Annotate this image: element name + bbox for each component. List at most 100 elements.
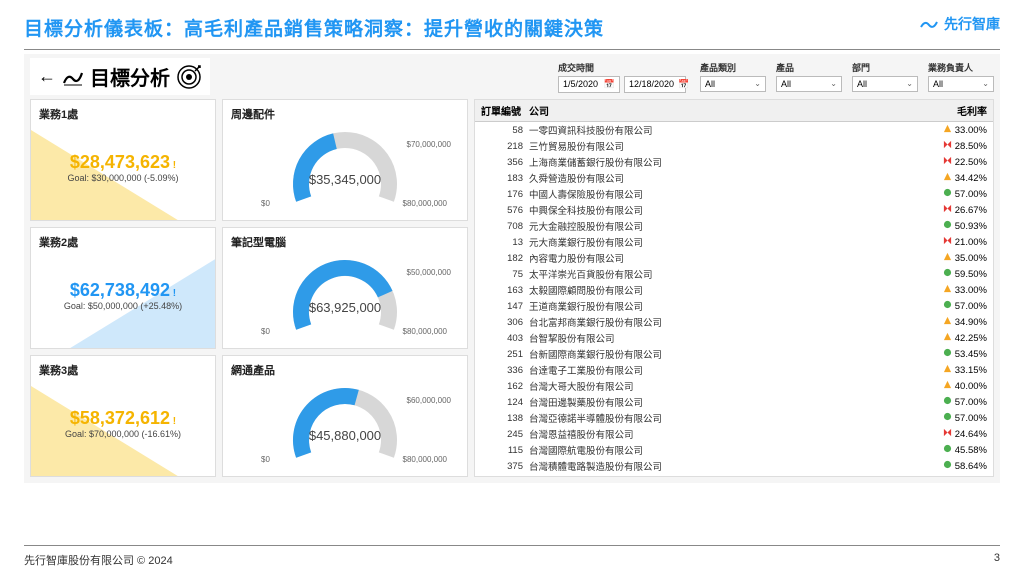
filter-select-0[interactable]: All⌄	[700, 76, 766, 92]
table-row[interactable]: 162 台灣大哥大股份有限公司 40.00%	[475, 378, 993, 394]
table-row[interactable]: 13 元大商業銀行股份有限公司 21.00%	[475, 234, 993, 250]
gauge-max-label: $80,000,000	[403, 199, 448, 208]
date-to-input[interactable]: 12/18/2020📅	[624, 76, 686, 93]
indicator-icon	[943, 220, 952, 232]
table-row[interactable]: 183 久舜營造股份有限公司 34.42%	[475, 170, 993, 186]
cell-company: 太毅國際顧問股份有限公司	[529, 283, 917, 297]
cell-id: 403	[481, 333, 529, 344]
indicator-icon	[943, 444, 952, 456]
cell-margin: 40.00%	[917, 380, 987, 392]
filter-select-2[interactable]: All⌄	[852, 76, 918, 92]
cell-id: 183	[481, 173, 529, 184]
cell-margin: 53.45%	[917, 348, 987, 360]
cell-company: 久舜營造股份有限公司	[529, 171, 917, 185]
gauge-title: 筆記型電腦	[231, 234, 459, 250]
gauge-min-label: $0	[261, 327, 270, 336]
cell-id: 182	[481, 253, 529, 264]
cell-id: 218	[481, 141, 529, 152]
indicator-icon	[943, 252, 952, 264]
cell-margin: 22.50%	[917, 156, 987, 168]
table-row[interactable]: 336 台達電子工業股份有限公司 33.15%	[475, 362, 993, 378]
cell-margin: 45.58%	[917, 444, 987, 456]
table-row[interactable]: 218 三竹貿易股份有限公司 28.50%	[475, 138, 993, 154]
target-icon	[176, 64, 202, 90]
gauge-value: $35,345,000	[231, 172, 459, 187]
cell-margin: 26.67%	[917, 204, 987, 216]
cell-company: 中國人壽保險股份有限公司	[529, 187, 917, 201]
date-from-input[interactable]: 1/5/2020📅	[558, 76, 620, 93]
cell-id: 162	[481, 381, 529, 392]
cell-company: 三竹貿易股份有限公司	[529, 139, 917, 153]
filter-label-3: 業務負責人	[928, 61, 994, 74]
cell-margin: 59.50%	[917, 268, 987, 280]
cell-margin: 34.42%	[917, 172, 987, 184]
table-row[interactable]: 576 中興保全科技股份有限公司 26.67%	[475, 202, 993, 218]
calendar-icon: 📅	[678, 79, 689, 90]
chevron-down-icon: ⌄	[830, 79, 837, 88]
table-row[interactable]: 182 內容電力股份有限公司 35.00%	[475, 250, 993, 266]
table-row[interactable]: 163 太毅國際顧問股份有限公司 33.00%	[475, 282, 993, 298]
gauge-card-0[interactable]: 周邊配件 $35,345,000 $0 $70,000,000 $80,000,…	[222, 99, 468, 221]
cell-margin: 28.50%	[917, 140, 987, 152]
kpi-card-2[interactable]: 業務3處 $58,372,612 ! Goal: $70,000,000 (-1…	[30, 355, 216, 477]
table-row[interactable]: 245 台灣恩益禧股份有限公司 24.64%	[475, 426, 993, 442]
cell-company: 一零四資訊科技股份有限公司	[529, 123, 917, 137]
table-row[interactable]: 75 太平洋崇光百貨股份有限公司 59.50%	[475, 266, 993, 282]
gauge-card-2[interactable]: 網通產品 $45,880,000 $0 $60,000,000 $80,000,…	[222, 355, 468, 477]
cell-margin: 35.00%	[917, 252, 987, 264]
indicator-icon	[943, 316, 952, 328]
footer-divider	[24, 545, 1000, 546]
cell-id: 147	[481, 301, 529, 312]
indicator-icon	[943, 300, 952, 312]
col-order-id: 訂單編號	[481, 103, 529, 118]
cell-id: 176	[481, 189, 529, 200]
logo-icon	[62, 67, 84, 87]
chevron-down-icon: ⌄	[906, 79, 913, 88]
indicator-icon	[943, 284, 952, 296]
cell-margin: 58.64%	[917, 460, 987, 472]
indicator-icon	[943, 428, 952, 440]
cell-id: 576	[481, 205, 529, 216]
table-row[interactable]: 138 台灣亞德諾半導體股份有限公司 57.00%	[475, 410, 993, 426]
page-number: 3	[994, 552, 1000, 568]
cell-company: 台北富邦商業銀行股份有限公司	[529, 315, 917, 329]
table-row[interactable]: 356 上海商業儲蓄銀行股份有限公司 22.50%	[475, 154, 993, 170]
table-row[interactable]: 124 台灣田邊製藥股份有限公司 57.00%	[475, 394, 993, 410]
indicator-icon	[943, 460, 952, 472]
table-row[interactable]: 306 台北富邦商業銀行股份有限公司 34.90%	[475, 314, 993, 330]
cell-margin: 57.00%	[917, 412, 987, 424]
cell-id: 356	[481, 157, 529, 168]
dashboard-panel: ← 目標分析 成交時間 1/5/2020📅 12/18/2020📅 產品類別 A…	[24, 54, 1000, 483]
cell-company: 台灣國際航電股份有限公司	[529, 443, 917, 457]
cell-company: 台灣亞德諾半導體股份有限公司	[529, 411, 917, 425]
page-title: 目標分析儀表板：高毛利產品銷售策略洞察：提升營收的關鍵決策	[24, 14, 604, 41]
table-row[interactable]: 147 王道商業銀行股份有限公司 57.00%	[475, 298, 993, 314]
col-company: 公司	[529, 103, 917, 118]
gauge-card-1[interactable]: 筆記型電腦 $63,925,000 $0 $50,000,000 $80,000…	[222, 227, 468, 349]
footer-copyright: 先行智庫股份有限公司 © 2024	[24, 552, 173, 568]
cell-margin: 57.00%	[917, 300, 987, 312]
indicator-icon	[943, 236, 952, 248]
table-row[interactable]: 251 台新國際商業銀行股份有限公司 53.45%	[475, 346, 993, 362]
cell-id: 375	[481, 461, 529, 472]
back-nav[interactable]: ← 目標分析	[30, 58, 210, 95]
filter-select-1[interactable]: All⌄	[776, 76, 842, 92]
col-margin: 毛利率	[917, 103, 987, 118]
table-row[interactable]: 58 一零四資訊科技股份有限公司 33.00%	[475, 122, 993, 138]
table-row[interactable]: 115 台灣國際航電股份有限公司 45.58%	[475, 442, 993, 458]
indicator-icon	[943, 188, 952, 200]
table-row[interactable]: 375 台灣積體電路製造股份有限公司 58.64%	[475, 458, 993, 474]
kpi-card-0[interactable]: 業務1處 $28,473,623 ! Goal: $30,000,000 (-5…	[30, 99, 216, 221]
cell-margin: 42.25%	[917, 332, 987, 344]
cell-company: 太平洋崇光百貨股份有限公司	[529, 267, 917, 281]
kpi-value: $28,473,623 !	[39, 152, 207, 173]
cell-id: 306	[481, 317, 529, 328]
table-row[interactable]: 403 台智挈股份有限公司 42.25%	[475, 330, 993, 346]
table-row[interactable]: 708 元大金融控股股份有限公司 50.93%	[475, 218, 993, 234]
table-row[interactable]: 176 中國人壽保險股份有限公司 57.00%	[475, 186, 993, 202]
cell-margin: 57.00%	[917, 188, 987, 200]
chevron-down-icon: ⌄	[754, 79, 761, 88]
indicator-icon	[943, 332, 952, 344]
kpi-card-1[interactable]: 業務2處 $62,738,492 ! Goal: $50,000,000 (+2…	[30, 227, 216, 349]
filter-select-3[interactable]: All⌄	[928, 76, 994, 92]
